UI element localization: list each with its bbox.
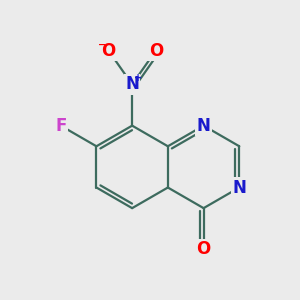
Text: +: + (134, 74, 142, 83)
Text: N: N (196, 117, 211, 135)
Text: F: F (55, 117, 66, 135)
Text: −: − (98, 40, 106, 50)
Text: O: O (196, 240, 211, 258)
Text: O: O (101, 42, 116, 60)
Text: O: O (149, 42, 163, 60)
Text: N: N (232, 178, 246, 196)
Text: N: N (125, 75, 139, 93)
